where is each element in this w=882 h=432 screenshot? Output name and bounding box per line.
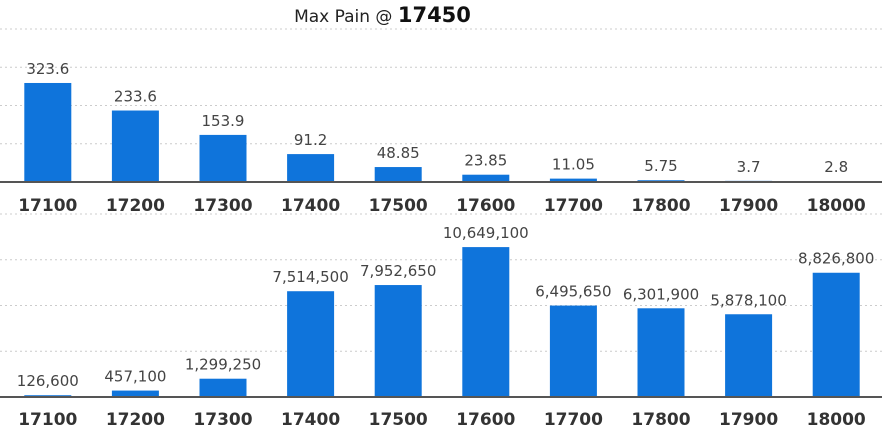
data-label: 91.2 (294, 131, 327, 149)
open-interest-chart: 126,600 17100 457,100 17200 1,299,250 17300 7,… (0, 213, 882, 430)
category-label: 17700 (544, 196, 603, 216)
data-label: 2.8 (824, 158, 848, 176)
category-label: 17400 (281, 410, 340, 430)
category-label: 17800 (631, 196, 690, 216)
bar (287, 154, 335, 182)
category-label: 17400 (281, 196, 340, 216)
category-label: 17200 (106, 196, 165, 216)
category-label: 17100 (18, 410, 77, 430)
bar (199, 378, 247, 397)
category-label: 17800 (631, 410, 690, 430)
category-label: 17300 (193, 196, 252, 216)
bar (24, 82, 72, 182)
data-label: 11.05 (552, 156, 595, 174)
category-label: 17700 (544, 410, 603, 430)
max-pain-value: 17450 (397, 3, 471, 27)
bar (111, 110, 159, 182)
data-label: 48.85 (377, 144, 420, 162)
category-label: 17600 (456, 196, 515, 216)
title-prefix: Max Pain @ (294, 7, 393, 27)
category-label: 17300 (193, 410, 252, 430)
category-label: 17500 (369, 410, 428, 430)
bar (549, 178, 597, 182)
data-label: 7,952,650 (360, 262, 436, 280)
category-label: 17500 (369, 196, 428, 216)
data-label: 1,299,250 (185, 356, 261, 374)
data-label: 457,100 (104, 368, 166, 386)
data-label: 6,495,650 (535, 283, 611, 301)
data-label: 126,600 (17, 372, 79, 390)
category-label: 17600 (456, 410, 515, 430)
data-label: 6,301,900 (623, 285, 699, 303)
category-label: 17900 (719, 196, 778, 216)
bar (374, 285, 422, 397)
data-label: 5.75 (644, 157, 677, 175)
data-label: 3.7 (737, 158, 761, 176)
data-label: 153.9 (202, 112, 245, 130)
category-label: 17200 (106, 410, 165, 430)
chart-title: Max Pain @ 17450 (0, 0, 765, 32)
category-label: 18000 (807, 410, 866, 430)
category-label: 17900 (719, 410, 778, 430)
data-label: 10,649,100 (443, 224, 529, 242)
data-label: 323.6 (26, 60, 69, 78)
bar (812, 272, 860, 397)
bar (637, 308, 685, 397)
data-label: 23.85 (464, 152, 507, 170)
bar (374, 167, 422, 182)
bar (111, 390, 159, 397)
data-label: 7,514,500 (272, 268, 348, 286)
data-label: 8,826,800 (798, 250, 874, 268)
bar (287, 291, 335, 397)
bar (725, 314, 773, 397)
category-label: 18000 (807, 196, 866, 216)
data-label: 233.6 (114, 88, 157, 106)
data-label: 5,878,100 (710, 291, 786, 309)
bar (462, 174, 510, 182)
bar (199, 134, 247, 182)
bar (462, 247, 510, 397)
premium-chart: 323.6 17100 233.6 17200 153.9 17300 91.2 17400 4… (0, 28, 882, 216)
bar (549, 305, 597, 397)
category-label: 17100 (18, 196, 77, 216)
